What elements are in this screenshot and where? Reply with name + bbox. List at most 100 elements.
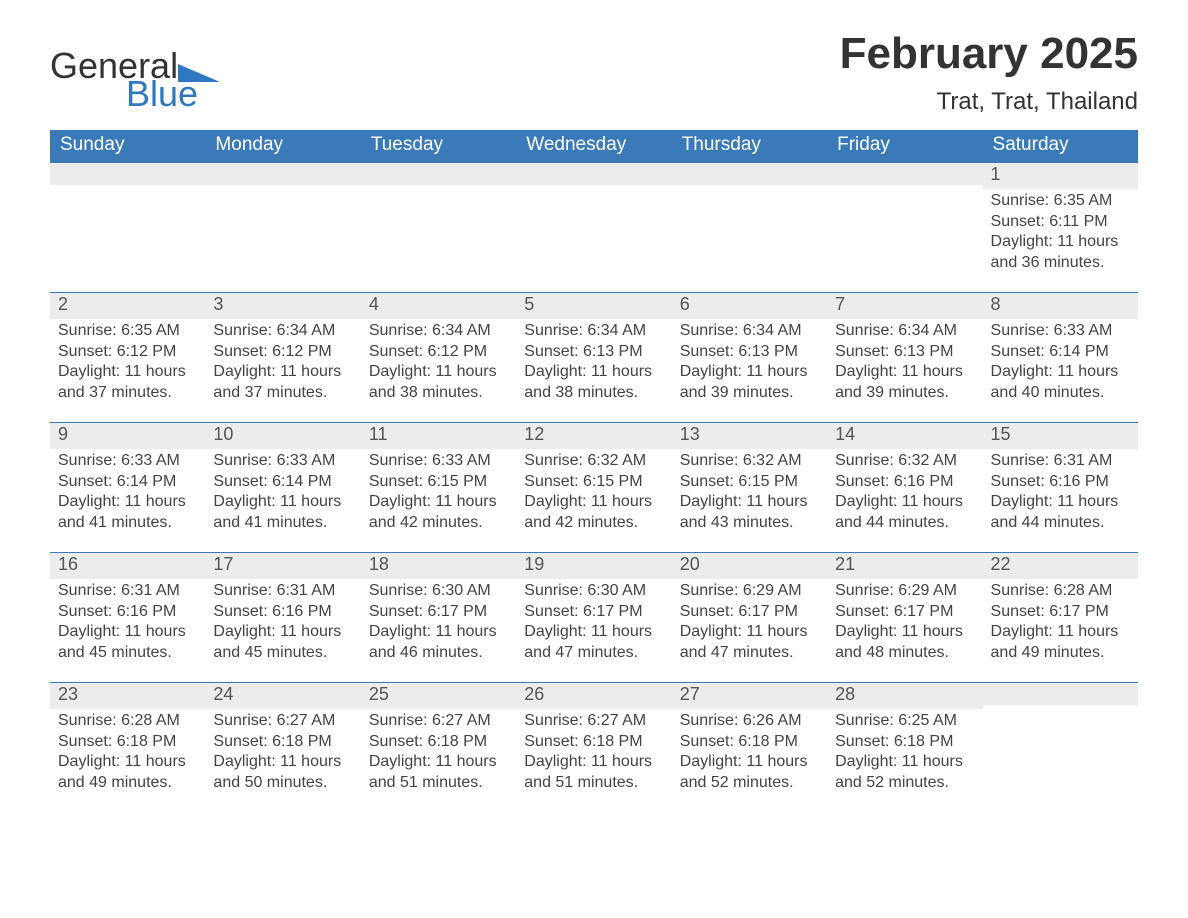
daylight-line: Daylight: 11 hours and 51 minutes. (524, 752, 663, 794)
day-cell (672, 163, 827, 293)
day-cell: 10Sunrise: 6:33 AMSunset: 6:14 PMDayligh… (205, 423, 360, 553)
sunrise-line: Sunrise: 6:32 AM (524, 451, 663, 472)
sunset-line: Sunset: 6:14 PM (58, 472, 197, 493)
day-details: Sunrise: 6:34 AMSunset: 6:12 PMDaylight:… (205, 319, 360, 412)
sunrise-line: Sunrise: 6:34 AM (524, 321, 663, 342)
sunset-line: Sunset: 6:15 PM (680, 472, 819, 493)
day-details: Sunrise: 6:29 AMSunset: 6:17 PMDaylight:… (672, 579, 827, 672)
day-number: 11 (361, 423, 516, 448)
sunset-line: Sunset: 6:14 PM (991, 342, 1130, 363)
sunset-line: Sunset: 6:12 PM (58, 342, 197, 363)
brand-logo: General Blue (50, 30, 220, 112)
daylight-line: Daylight: 11 hours and 41 minutes. (213, 492, 352, 534)
sunrise-line: Sunrise: 6:27 AM (213, 711, 352, 732)
sunrise-line: Sunrise: 6:33 AM (58, 451, 197, 472)
day-cell (361, 163, 516, 293)
day-details: Sunrise: 6:31 AMSunset: 6:16 PMDaylight:… (50, 579, 205, 672)
day-cell: 14Sunrise: 6:32 AMSunset: 6:16 PMDayligh… (827, 423, 982, 553)
sunrise-line: Sunrise: 6:27 AM (524, 711, 663, 732)
sunrise-line: Sunrise: 6:28 AM (58, 711, 197, 732)
sunset-line: Sunset: 6:15 PM (369, 472, 508, 493)
day-details: Sunrise: 6:29 AMSunset: 6:17 PMDaylight:… (827, 579, 982, 672)
sunrise-line: Sunrise: 6:31 AM (213, 581, 352, 602)
day-cell: 23Sunrise: 6:28 AMSunset: 6:18 PMDayligh… (50, 683, 205, 813)
daylight-line: Daylight: 11 hours and 49 minutes. (991, 622, 1130, 664)
sunset-line: Sunset: 6:17 PM (680, 602, 819, 623)
day-cell: 4Sunrise: 6:34 AMSunset: 6:12 PMDaylight… (361, 293, 516, 423)
daylight-line: Daylight: 11 hours and 38 minutes. (369, 362, 508, 404)
day-number: 27 (672, 683, 827, 708)
day-number: 13 (672, 423, 827, 448)
dayname-header: Monday (205, 130, 360, 163)
day-details: Sunrise: 6:31 AMSunset: 6:16 PMDaylight:… (983, 449, 1138, 542)
daylight-line: Daylight: 11 hours and 45 minutes. (58, 622, 197, 664)
week-row: 9Sunrise: 6:33 AMSunset: 6:14 PMDaylight… (50, 423, 1138, 553)
daylight-line: Daylight: 11 hours and 50 minutes. (213, 752, 352, 794)
day-cell: 7Sunrise: 6:34 AMSunset: 6:13 PMDaylight… (827, 293, 982, 423)
sunset-line: Sunset: 6:18 PM (213, 732, 352, 753)
day-number: 21 (827, 553, 982, 578)
day-cell (50, 163, 205, 293)
day-details: Sunrise: 6:31 AMSunset: 6:16 PMDaylight:… (205, 579, 360, 672)
day-number: 19 (516, 553, 671, 578)
day-number: 24 (205, 683, 360, 708)
day-number: 5 (516, 293, 671, 318)
sunrise-line: Sunrise: 6:33 AM (369, 451, 508, 472)
day-cell: 21Sunrise: 6:29 AMSunset: 6:17 PMDayligh… (827, 553, 982, 683)
day-number (983, 683, 1138, 705)
day-cell: 27Sunrise: 6:26 AMSunset: 6:18 PMDayligh… (672, 683, 827, 813)
sunset-line: Sunset: 6:14 PM (213, 472, 352, 493)
sunrise-line: Sunrise: 6:27 AM (369, 711, 508, 732)
day-details: Sunrise: 6:32 AMSunset: 6:15 PMDaylight:… (672, 449, 827, 542)
sunrise-line: Sunrise: 6:34 AM (680, 321, 819, 342)
dayname-header: Tuesday (361, 130, 516, 163)
sunrise-line: Sunrise: 6:34 AM (213, 321, 352, 342)
sunrise-line: Sunrise: 6:25 AM (835, 711, 974, 732)
calendar-page: General Blue February 2025 Trat, Trat, T… (0, 0, 1188, 873)
sunrise-line: Sunrise: 6:35 AM (58, 321, 197, 342)
day-number: 15 (983, 423, 1138, 448)
header-row: General Blue February 2025 Trat, Trat, T… (50, 30, 1138, 116)
daylight-line: Daylight: 11 hours and 42 minutes. (524, 492, 663, 534)
day-details: Sunrise: 6:33 AMSunset: 6:15 PMDaylight:… (361, 449, 516, 542)
day-details: Sunrise: 6:35 AMSunset: 6:11 PMDaylight:… (983, 189, 1138, 282)
sunrise-line: Sunrise: 6:32 AM (680, 451, 819, 472)
day-cell: 16Sunrise: 6:31 AMSunset: 6:16 PMDayligh… (50, 553, 205, 683)
day-cell (205, 163, 360, 293)
day-cell (983, 683, 1138, 813)
sunset-line: Sunset: 6:15 PM (524, 472, 663, 493)
week-row: 23Sunrise: 6:28 AMSunset: 6:18 PMDayligh… (50, 683, 1138, 813)
sunrise-line: Sunrise: 6:31 AM (58, 581, 197, 602)
day-details: Sunrise: 6:27 AMSunset: 6:18 PMDaylight:… (516, 709, 671, 802)
location-label: Trat, Trat, Thailand (840, 88, 1138, 116)
day-details: Sunrise: 6:34 AMSunset: 6:13 PMDaylight:… (672, 319, 827, 412)
day-number: 17 (205, 553, 360, 578)
month-title: February 2025 (840, 30, 1138, 78)
daylight-line: Daylight: 11 hours and 42 minutes. (369, 492, 508, 534)
day-cell: 25Sunrise: 6:27 AMSunset: 6:18 PMDayligh… (361, 683, 516, 813)
sunset-line: Sunset: 6:17 PM (369, 602, 508, 623)
daylight-line: Daylight: 11 hours and 38 minutes. (524, 362, 663, 404)
day-cell: 20Sunrise: 6:29 AMSunset: 6:17 PMDayligh… (672, 553, 827, 683)
day-details: Sunrise: 6:25 AMSunset: 6:18 PMDaylight:… (827, 709, 982, 802)
sunset-line: Sunset: 6:11 PM (991, 212, 1130, 233)
day-details: Sunrise: 6:34 AMSunset: 6:12 PMDaylight:… (361, 319, 516, 412)
day-cell: 12Sunrise: 6:32 AMSunset: 6:15 PMDayligh… (516, 423, 671, 553)
day-number: 18 (361, 553, 516, 578)
day-number (361, 163, 516, 185)
sunset-line: Sunset: 6:18 PM (369, 732, 508, 753)
sunset-line: Sunset: 6:13 PM (680, 342, 819, 363)
week-row: 2Sunrise: 6:35 AMSunset: 6:12 PMDaylight… (50, 293, 1138, 423)
daylight-line: Daylight: 11 hours and 44 minutes. (991, 492, 1130, 534)
sunset-line: Sunset: 6:16 PM (991, 472, 1130, 493)
day-cell: 8Sunrise: 6:33 AMSunset: 6:14 PMDaylight… (983, 293, 1138, 423)
day-details: Sunrise: 6:26 AMSunset: 6:18 PMDaylight:… (672, 709, 827, 802)
sunrise-line: Sunrise: 6:33 AM (991, 321, 1130, 342)
sunset-line: Sunset: 6:18 PM (835, 732, 974, 753)
week-row: 1Sunrise: 6:35 AMSunset: 6:11 PMDaylight… (50, 163, 1138, 293)
day-details: Sunrise: 6:33 AMSunset: 6:14 PMDaylight:… (50, 449, 205, 542)
sunset-line: Sunset: 6:12 PM (369, 342, 508, 363)
dayname-header: Wednesday (516, 130, 671, 163)
day-number (827, 163, 982, 185)
daylight-line: Daylight: 11 hours and 51 minutes. (369, 752, 508, 794)
